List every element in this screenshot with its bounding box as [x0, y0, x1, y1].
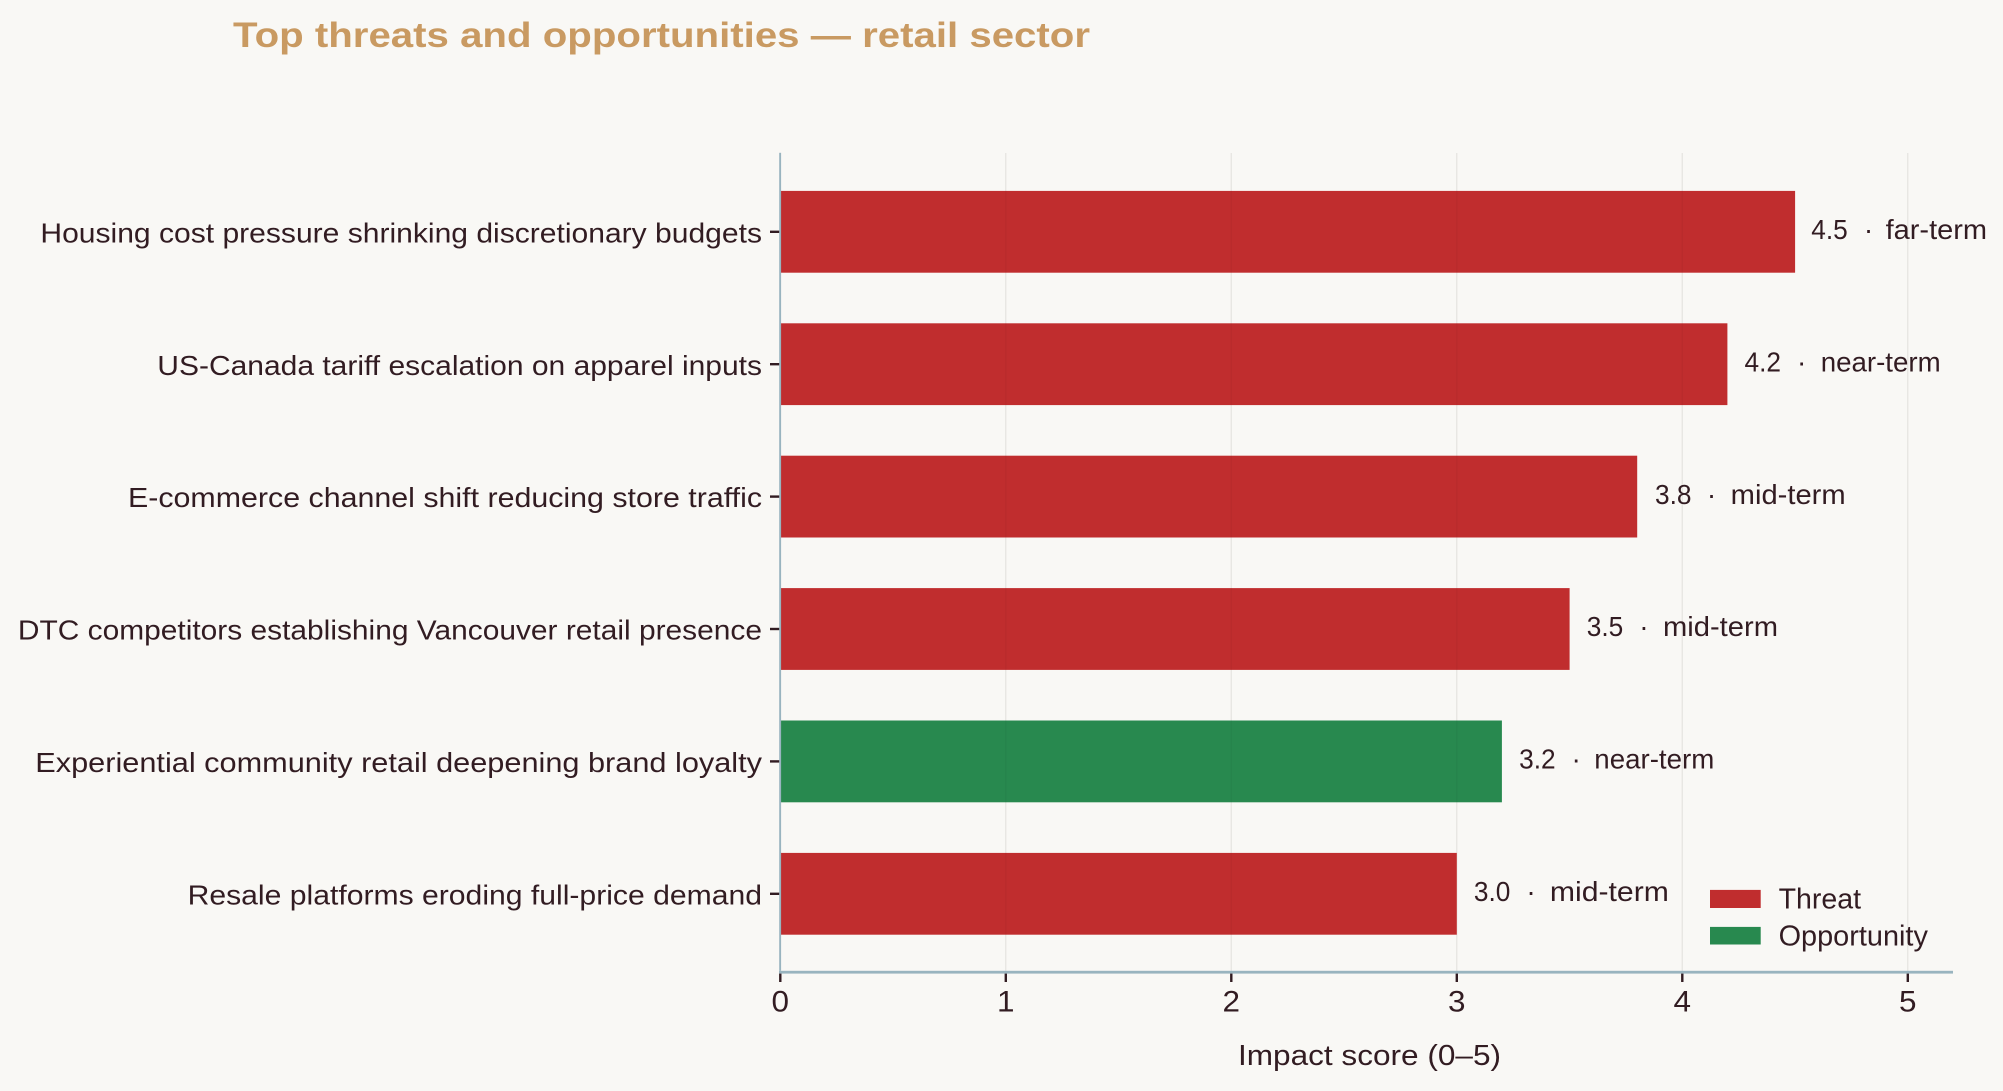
svg-text:·: · — [1797, 346, 1806, 377]
svg-text:far-term: far-term — [1886, 214, 1988, 245]
svg-text:4.2: 4.2 — [1745, 346, 1782, 377]
svg-text:·: · — [1707, 479, 1716, 510]
svg-text:3.8: 3.8 — [1655, 479, 1692, 510]
svg-text:Housing cost pressure shrinkin: Housing cost pressure shrinking discreti… — [40, 217, 762, 248]
svg-text:5: 5 — [1899, 985, 1917, 1018]
svg-text:3: 3 — [1448, 985, 1466, 1018]
svg-text:near-term: near-term — [1594, 744, 1714, 775]
svg-text:·: · — [1639, 611, 1648, 642]
svg-text:2: 2 — [1223, 985, 1241, 1018]
svg-text:Experiential community retail: Experiential community retail deepening … — [35, 747, 762, 778]
svg-text:Top threats and opportunities: Top threats and opportunities — retail s… — [233, 16, 1090, 55]
svg-text:0: 0 — [772, 985, 790, 1018]
svg-text:·: · — [1572, 744, 1581, 775]
svg-text:E-commerce channel shift reduc: E-commerce channel shift reducing store … — [128, 482, 762, 513]
svg-text:near-term: near-term — [1821, 346, 1941, 377]
svg-text:3.2: 3.2 — [1519, 744, 1556, 775]
svg-text:mid-term: mid-term — [1663, 611, 1778, 642]
svg-text:Impact score (0–5): Impact score (0–5) — [1238, 1040, 1501, 1072]
svg-text:mid-term: mid-term — [1550, 876, 1669, 907]
svg-text:DTC competitors establishing V: DTC competitors establishing Vancouver r… — [18, 615, 762, 646]
svg-text:Opportunity: Opportunity — [1779, 921, 1929, 953]
svg-text:·: · — [1864, 214, 1873, 245]
svg-text:mid-term: mid-term — [1731, 479, 1846, 510]
svg-text:3.5: 3.5 — [1587, 611, 1624, 642]
svg-text:·: · — [1526, 876, 1535, 907]
svg-text:4: 4 — [1674, 985, 1692, 1018]
svg-text:1: 1 — [997, 985, 1015, 1018]
svg-text:US-Canada tariff escalation on: US-Canada tariff escalation on apparel i… — [157, 350, 762, 381]
svg-text:Threat: Threat — [1779, 884, 1862, 916]
svg-text:3.0: 3.0 — [1474, 876, 1511, 907]
svg-text:4.5: 4.5 — [1811, 214, 1848, 245]
svg-text:Resale platforms eroding full-: Resale platforms eroding full-price dema… — [188, 879, 762, 910]
